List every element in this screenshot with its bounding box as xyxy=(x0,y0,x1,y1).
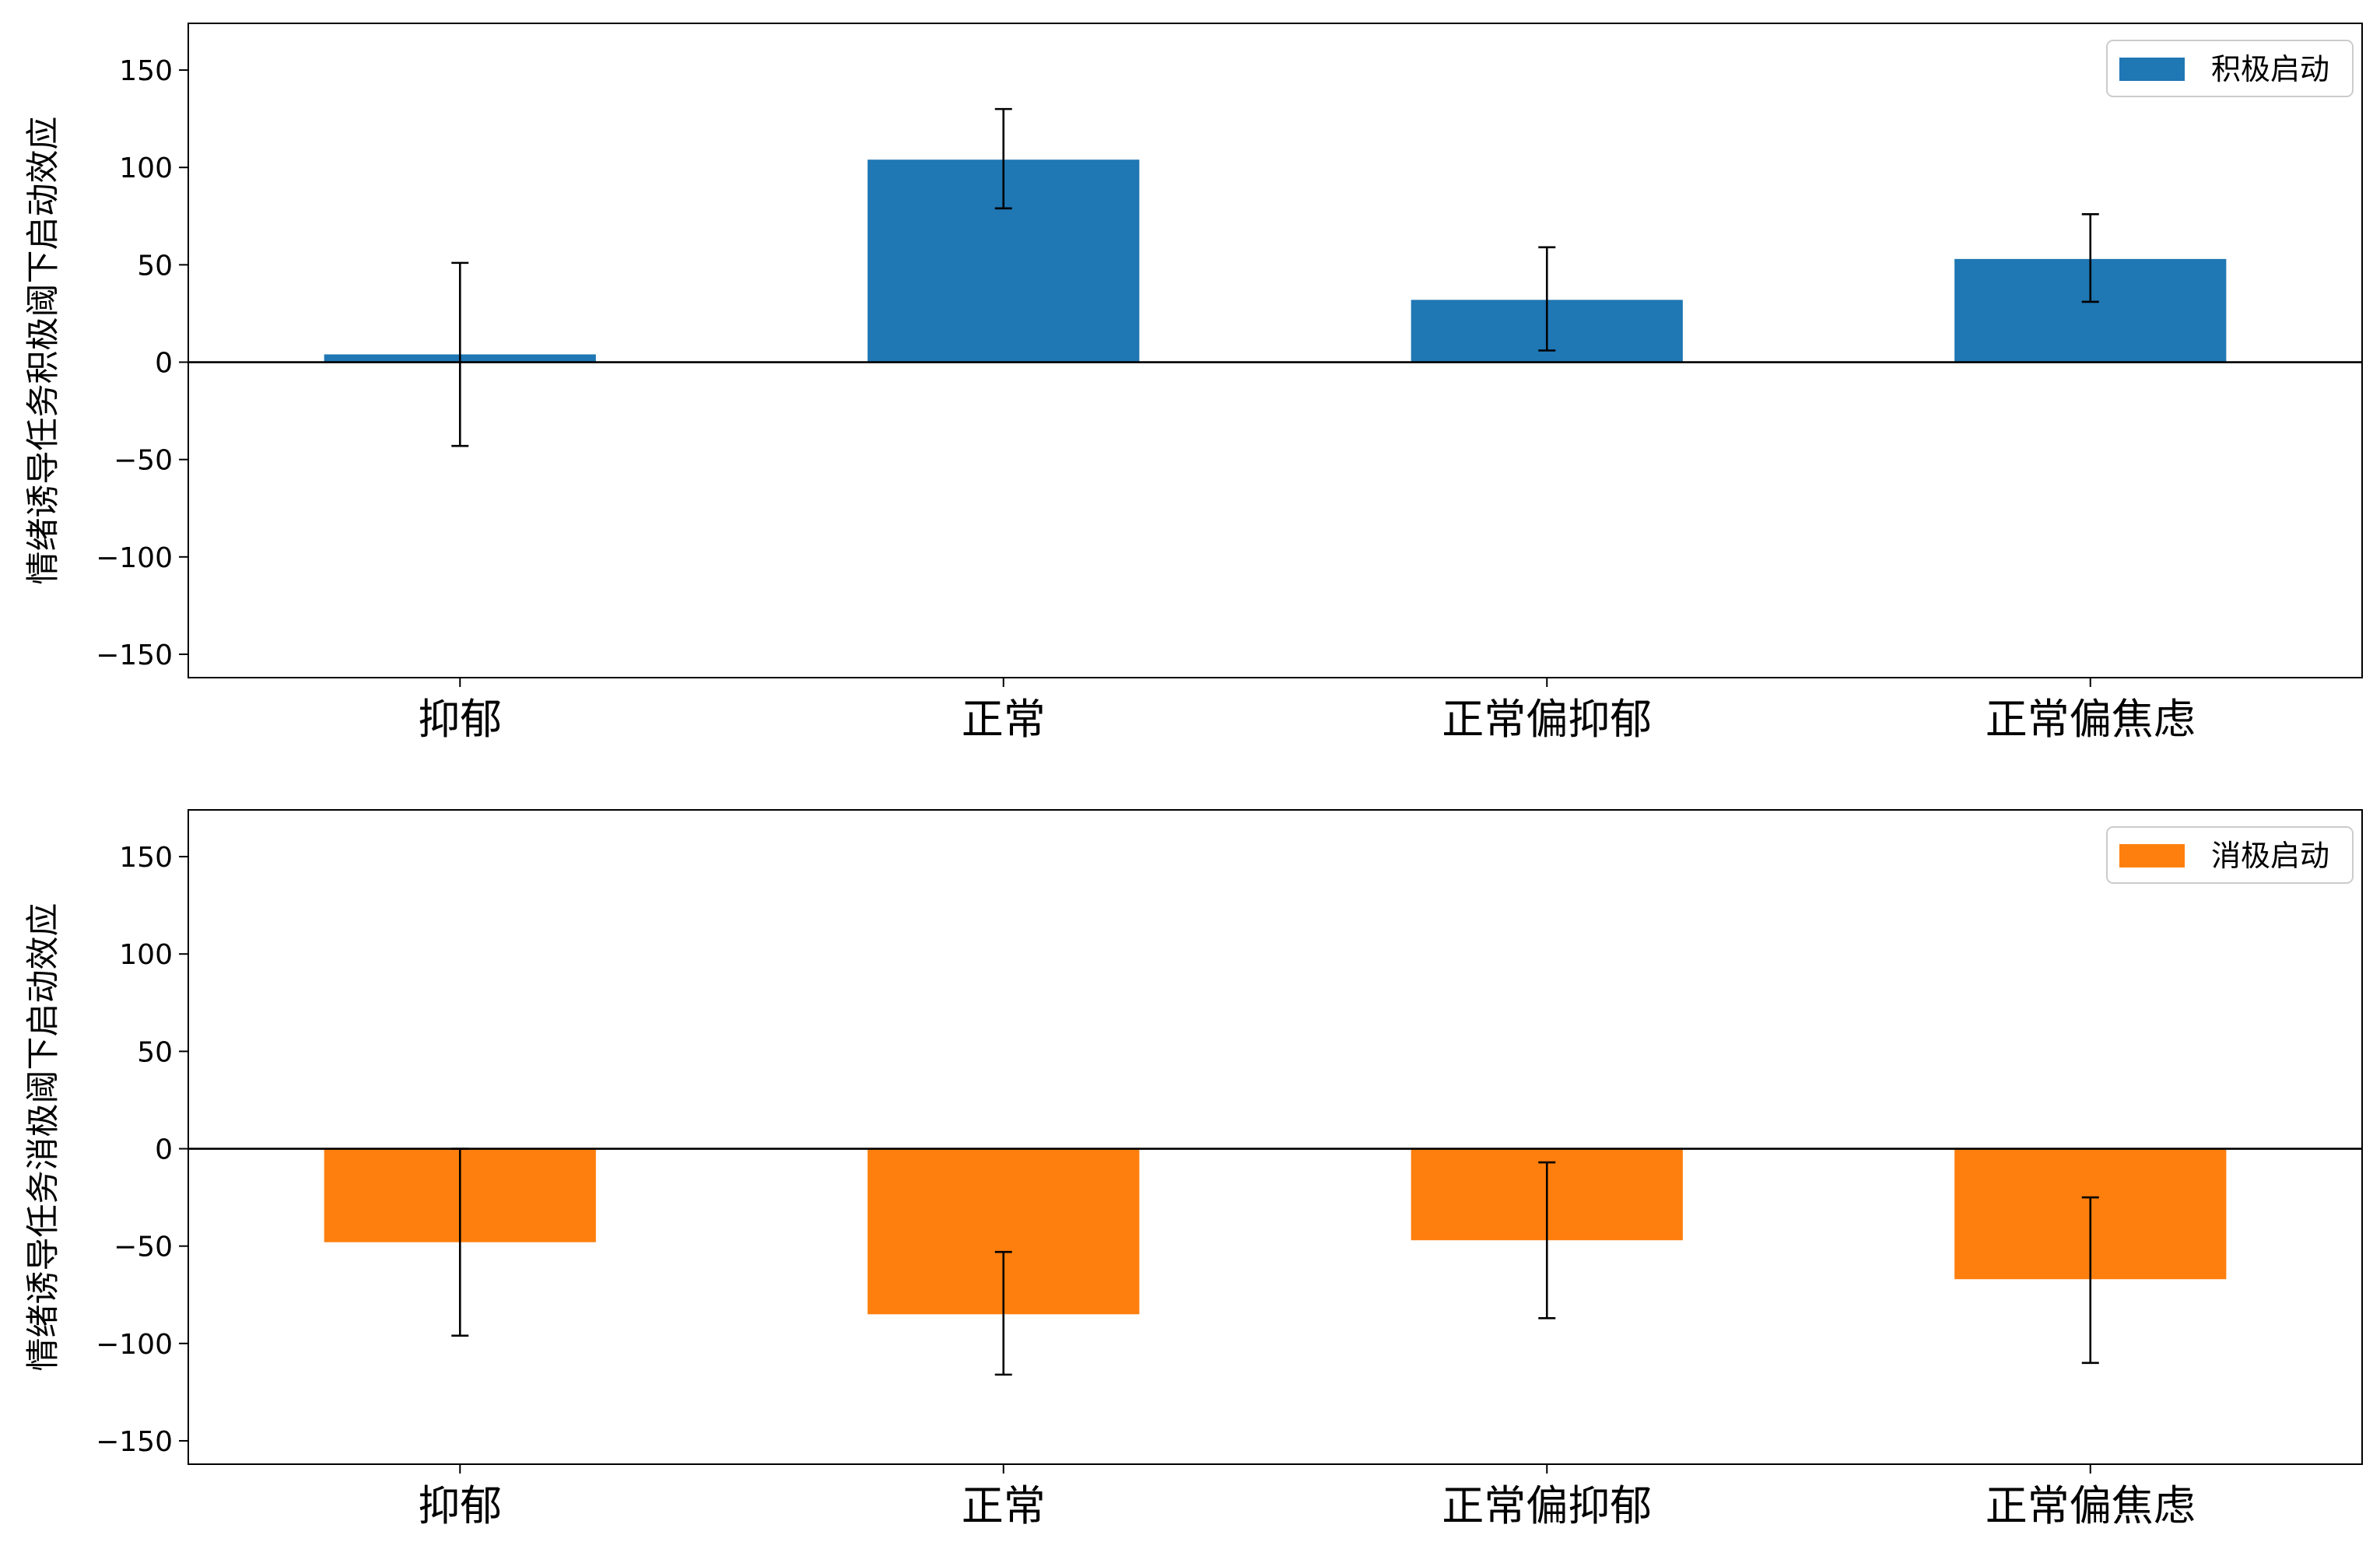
x-tick-label: 正常 xyxy=(962,1481,1046,1530)
x-tick-label: 正常偏抑郁 xyxy=(1442,1481,1652,1530)
y-tick-label: −50 xyxy=(114,445,173,477)
axes-frame xyxy=(188,23,2363,678)
legend-swatch xyxy=(2119,844,2185,867)
y-tick-label: 100 xyxy=(119,152,173,184)
y-tick-label: −100 xyxy=(96,1329,173,1361)
x-tick-label: 正常偏焦虑 xyxy=(1986,1481,2196,1530)
y-tick-label: 50 xyxy=(137,1036,173,1068)
error-bar-2 xyxy=(994,1250,1012,1376)
legend-box xyxy=(2106,40,2354,97)
legend: 积极启动 xyxy=(2106,40,2354,97)
y-tick-label: −100 xyxy=(96,542,173,574)
legend-label: 消极启动 xyxy=(2211,839,2329,873)
y-axis-label: 情绪诱导任务消极阈下启动效应 xyxy=(24,903,63,1372)
y-tick-label: −50 xyxy=(114,1232,173,1263)
x-tick-label: 正常偏焦虑 xyxy=(1986,695,2196,744)
bottom-chart-negative-priming: 150 100 50 0 −50 −100 −150 抑郁 正常 正常偏抑郁 正常偏焦虑 情绪诱导任务… xyxy=(24,809,2363,1530)
error-bar-4 xyxy=(2081,1196,2099,1365)
error-bar-3 xyxy=(1538,1161,1556,1319)
y-tick-label: 150 xyxy=(119,55,173,87)
x-tick-label: 正常偏抑郁 xyxy=(1442,695,1652,744)
error-bar-4 xyxy=(2081,212,2099,303)
y-tick-label: 0 xyxy=(155,348,173,380)
axes-frame xyxy=(188,809,2363,1465)
top-chart-positive-priming: 150 100 50 0 −50 −100 −150 抑郁 正常 正常偏抑郁 正常偏焦虑 情绪诱导任务… xyxy=(24,23,2363,744)
y-tick-label: 150 xyxy=(119,842,173,874)
legend-label: 积极启动 xyxy=(2211,52,2329,86)
y-tick-label: −150 xyxy=(96,1426,173,1458)
error-bar-3 xyxy=(1538,246,1556,352)
y-tick-label: −150 xyxy=(96,640,173,671)
y-axis-label: 情绪诱导任务积极阈下启动效应 xyxy=(24,117,63,585)
x-tick-label: 抑郁 xyxy=(418,695,502,744)
legend-box xyxy=(2106,826,2354,884)
y-tick-label: 50 xyxy=(137,250,173,282)
error-bar-2 xyxy=(994,107,1012,210)
y-tick-label: 100 xyxy=(119,939,173,971)
error-bar-1 xyxy=(451,261,469,447)
y-tick-label: 0 xyxy=(155,1134,173,1166)
x-tick-label: 抑郁 xyxy=(418,1481,502,1530)
legend: 消极启动 xyxy=(2106,826,2354,884)
legend-swatch xyxy=(2119,58,2185,81)
x-tick-label: 正常 xyxy=(962,695,1046,744)
